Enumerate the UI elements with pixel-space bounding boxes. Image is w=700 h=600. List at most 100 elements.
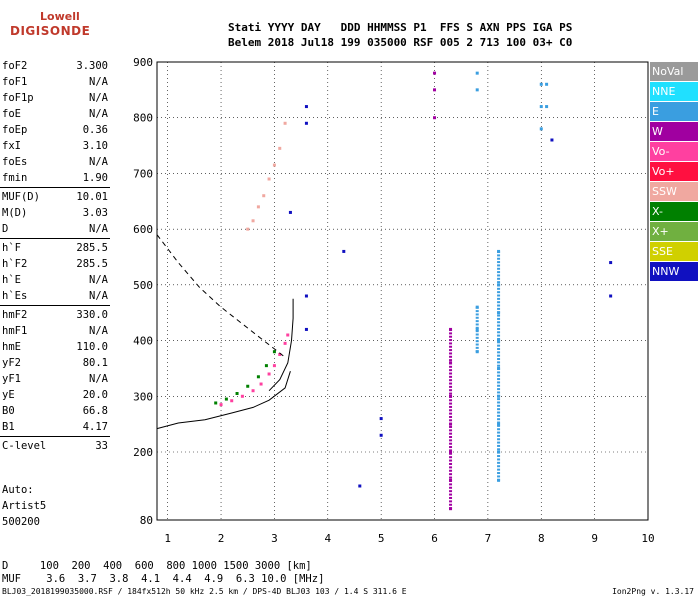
param-name: h`Es [2, 290, 28, 302]
param-row-foep: foEp 0.36 [0, 122, 110, 138]
trace-point [304, 294, 308, 298]
band-point [497, 291, 501, 294]
trace-point [272, 350, 276, 354]
param-name: foEs [2, 156, 28, 168]
band-point [497, 434, 501, 437]
band-point [449, 349, 453, 352]
param-value: 0.36 [82, 124, 108, 136]
curve-profile-lower [156, 371, 291, 430]
y-tick-label: 900 [133, 56, 153, 69]
band-point [449, 503, 453, 506]
band-point [497, 337, 501, 340]
band-point [497, 398, 501, 401]
param-name: D [2, 223, 9, 235]
band-point [497, 394, 501, 397]
param-row-fof1p: foF1p N/A [0, 90, 110, 106]
band-point [449, 483, 453, 486]
band-point [497, 441, 501, 444]
band-point [475, 330, 479, 333]
param-value: N/A [89, 156, 108, 168]
station-header: Stati YYYY DAY DDD HHMMSS P1 FFS S AXN P… [228, 20, 572, 50]
band-point [449, 392, 453, 395]
band-point [475, 310, 479, 313]
band-point [449, 449, 453, 452]
band-point [497, 468, 501, 471]
band-point [475, 333, 479, 336]
trace-point [342, 249, 346, 253]
band-point [449, 342, 453, 345]
band-point [497, 424, 501, 427]
param-value: 1.90 [82, 172, 108, 184]
param-name: B0 [2, 405, 15, 417]
trace-point [267, 177, 271, 181]
param-row-mufd: MUF(D) 10.01 [0, 189, 110, 205]
band-point [497, 478, 501, 481]
color-legend: NoVal NNE E W Vo- Vo+ SSW X- X+ SSE NNW [650, 62, 698, 282]
param-row-b1: B1 4.17 [0, 419, 110, 435]
param-value: 330.0 [76, 309, 108, 321]
param-row-hf2: h`F2 285.5 [0, 256, 110, 272]
x-tick-label: 6 [431, 532, 438, 545]
trace-point [475, 327, 479, 331]
param-name: yE [2, 389, 15, 401]
trace-point [259, 382, 263, 386]
muf-frequency-row: MUF 3.6 3.7 3.8 4.1 4.4 4.9 6.3 10.0 [MH… [2, 573, 325, 585]
trace-point [224, 397, 228, 401]
band-point [497, 287, 501, 290]
auto-code: 500200 [2, 516, 40, 528]
band-point [497, 301, 501, 304]
legend-e: E [650, 102, 698, 122]
band-point [497, 384, 501, 387]
band-point [497, 391, 501, 394]
param-row-md: M(D) 3.03 [0, 205, 110, 221]
param-name: hmE [2, 341, 21, 353]
band-point [497, 451, 501, 454]
band-point [475, 313, 479, 316]
param-name: foF1 [2, 76, 28, 88]
trace-point [545, 105, 549, 109]
band-point [497, 317, 501, 320]
param-separator [0, 187, 110, 188]
legend-sse: SSE [650, 242, 698, 262]
trace-point [379, 433, 383, 437]
param-name: MUF(D) [2, 191, 40, 203]
param-name: hmF2 [2, 309, 28, 321]
band-point [497, 257, 501, 260]
band-point [449, 345, 453, 348]
band-point [497, 311, 501, 314]
band-point [449, 452, 453, 455]
param-row-ye: yE 20.0 [0, 387, 110, 403]
band-point [475, 306, 479, 309]
trace-point [497, 422, 501, 426]
band-point [497, 388, 501, 391]
y-tick-label: 500 [133, 279, 153, 292]
trace-point [235, 392, 239, 395]
band-point [497, 431, 501, 434]
param-name: hmF1 [2, 325, 28, 337]
band-point [497, 455, 501, 458]
band-point [497, 421, 501, 424]
legend-ssw: SSW [650, 182, 698, 202]
band-point [449, 415, 453, 418]
band-point [497, 304, 501, 307]
muf-table: D 100 200 400 600 800 1000 1500 3000 [km… [2, 560, 324, 586]
band-point [449, 429, 453, 432]
param-name: h`F [2, 242, 21, 254]
band-point [449, 493, 453, 496]
band-point [497, 444, 501, 447]
param-row-hme: hmE 110.0 [0, 339, 110, 355]
band-point [449, 436, 453, 439]
param-row-yf2: yF2 80.1 [0, 355, 110, 371]
file-info: BLJ03_2018199035000.RSF / 184fx512h 50 k… [2, 587, 407, 596]
trace-point [475, 88, 479, 92]
logo-line2: DIGISONDE [10, 24, 91, 38]
param-row-hf: h`F 285.5 [0, 240, 110, 256]
param-row-foe: foE N/A [0, 106, 110, 122]
band-point [449, 332, 453, 335]
param-row-fof2: foF2 3.300 [0, 58, 110, 74]
band-point [449, 385, 453, 388]
trace-point [251, 389, 255, 393]
band-point [497, 378, 501, 381]
band-point [497, 331, 501, 334]
x-tick-label: 7 [485, 532, 492, 545]
